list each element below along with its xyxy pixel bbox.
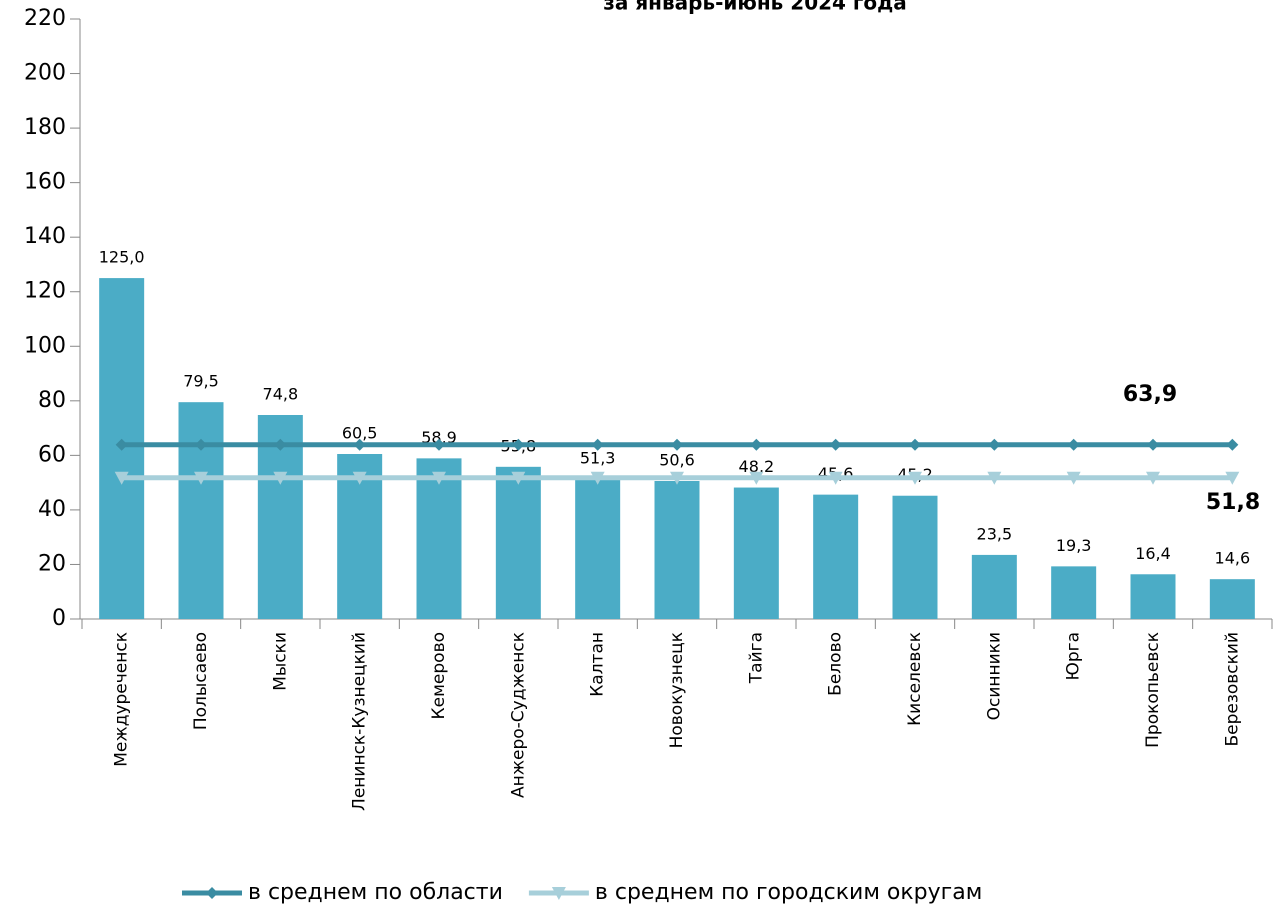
x-tick-label: Ленинск-Кузнецкий xyxy=(350,632,370,811)
bar xyxy=(971,554,1017,619)
marker xyxy=(1066,471,1081,485)
legend-label: в среднем по городским округам xyxy=(595,880,982,905)
x-tick-label: Калтан xyxy=(588,632,608,697)
x-tick-label: Киселевск xyxy=(905,632,925,726)
marker xyxy=(1226,438,1239,451)
marker xyxy=(433,438,445,451)
x-tick-label: Прокопьевск xyxy=(1143,632,1163,748)
y-tick-label: 100 xyxy=(24,333,66,358)
y-tick-label: 20 xyxy=(38,551,66,576)
bar xyxy=(178,402,224,619)
value-label: 19,3 xyxy=(1056,536,1092,555)
marker xyxy=(194,471,208,485)
marker xyxy=(590,471,605,485)
y-tick-label: 40 xyxy=(38,497,66,522)
bar xyxy=(1051,566,1097,619)
marker xyxy=(987,471,1002,485)
marker xyxy=(195,438,207,451)
x-tick-label: Березовский xyxy=(1222,632,1242,747)
marker xyxy=(432,471,446,485)
value-label: 16,4 xyxy=(1135,544,1171,563)
value-label: 14,6 xyxy=(1215,549,1251,568)
marker xyxy=(274,438,287,451)
marker xyxy=(115,438,128,451)
y-tick-label: 120 xyxy=(24,279,66,304)
x-tick-label: Междуреченск xyxy=(112,632,132,767)
marker xyxy=(353,438,366,451)
x-tick-label: Осинники xyxy=(984,632,1004,720)
chart-title: за январь-июнь 2024 года xyxy=(603,0,907,15)
end-label: 51,8 xyxy=(1206,490,1260,515)
bar xyxy=(892,495,938,619)
marker xyxy=(988,438,1001,451)
marker xyxy=(206,887,218,899)
bar xyxy=(813,494,859,619)
y-tick-label: 180 xyxy=(24,115,66,140)
marker xyxy=(591,438,604,451)
marker xyxy=(829,438,842,451)
x-tick-label: Белово xyxy=(826,632,846,696)
y-tick-label: 160 xyxy=(24,170,66,195)
marker xyxy=(551,887,566,900)
x-tick-label: Мыски xyxy=(270,632,290,691)
marker xyxy=(114,471,129,485)
bar xyxy=(654,481,700,619)
marker xyxy=(671,438,683,451)
x-tick-label: Юрга xyxy=(1064,632,1084,681)
end-label: 63,9 xyxy=(1123,382,1177,407)
legend-label: в среднем по области xyxy=(248,880,503,905)
y-tick-label: 200 xyxy=(24,61,66,86)
marker xyxy=(750,438,763,451)
x-tick-label: Полысаево xyxy=(191,632,211,730)
y-tick-label: 80 xyxy=(38,388,66,413)
marker xyxy=(512,438,525,451)
y-tick-label: 220 xyxy=(24,6,66,31)
marker xyxy=(1225,471,1240,485)
bar xyxy=(575,479,621,619)
y-tick-label: 0 xyxy=(52,606,66,631)
x-tick-label: Кемерово xyxy=(429,632,449,719)
value-label: 51,3 xyxy=(580,449,616,468)
marker xyxy=(908,471,922,485)
marker xyxy=(670,471,684,485)
value-label: 60,5 xyxy=(342,424,378,443)
marker xyxy=(828,471,843,485)
marker xyxy=(352,471,367,485)
bar xyxy=(495,466,541,619)
bar xyxy=(1209,579,1255,619)
value-label: 23,5 xyxy=(977,524,1013,543)
value-label: 50,6 xyxy=(659,451,695,470)
marker xyxy=(511,471,526,485)
x-tick-label: Анжеро-Судженск xyxy=(508,632,528,798)
x-tick-label: Новокузнецк xyxy=(667,632,687,748)
bar xyxy=(1130,574,1176,619)
marker xyxy=(1067,438,1080,451)
marker xyxy=(909,438,921,451)
bar xyxy=(733,487,779,619)
y-tick-label: 140 xyxy=(24,224,66,249)
y-tick-label: 60 xyxy=(38,442,66,467)
value-label: 48,2 xyxy=(739,457,775,476)
marker xyxy=(1146,471,1160,485)
marker xyxy=(749,471,764,485)
bar xyxy=(416,458,462,619)
value-label: 74,8 xyxy=(263,385,299,404)
value-label: 125,0 xyxy=(99,248,145,267)
value-label: 79,5 xyxy=(183,372,219,391)
x-tick-label: Тайга xyxy=(746,632,766,684)
value-label: 58,9 xyxy=(421,428,457,447)
marker xyxy=(273,471,288,485)
marker xyxy=(1147,438,1159,451)
